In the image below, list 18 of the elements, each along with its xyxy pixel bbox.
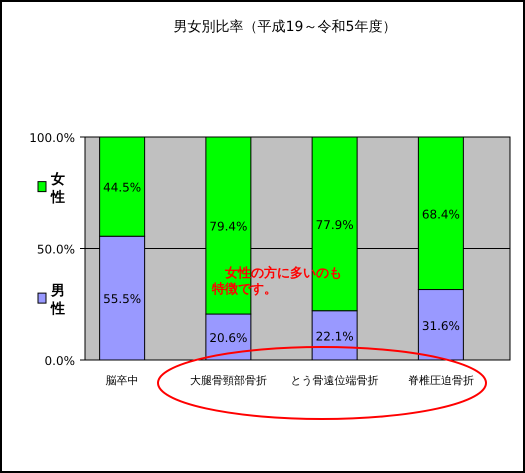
legend-label: 男性 [50, 283, 65, 318]
y-tick-label: 0.0% [44, 354, 75, 368]
y-tick-label: 100.0% [29, 131, 75, 145]
data-label: 68.4% [422, 207, 460, 222]
data-label: 44.5% [103, 180, 142, 195]
x-tick-label: 脳卒中 [106, 374, 139, 387]
y-tick-label: 50.0% [36, 242, 75, 256]
data-label: 22.1% [316, 329, 354, 344]
data-label: 31.6% [422, 318, 460, 333]
data-label: 55.5% [103, 292, 142, 306]
chart-title: 男女別比率（平成19～令和5年度） [174, 19, 396, 35]
x-tick-label: 大腿骨頸部骨折 [190, 374, 267, 387]
x-tick-label: 脊椎圧迫骨折 [408, 374, 474, 387]
data-label: 20.6% [209, 331, 248, 346]
x-tick-label: とう骨遠位端骨折 [290, 374, 379, 387]
data-label: 77.9% [316, 218, 354, 232]
data-label: 79.4% [209, 220, 248, 234]
legend-label: 女性 [50, 172, 65, 206]
